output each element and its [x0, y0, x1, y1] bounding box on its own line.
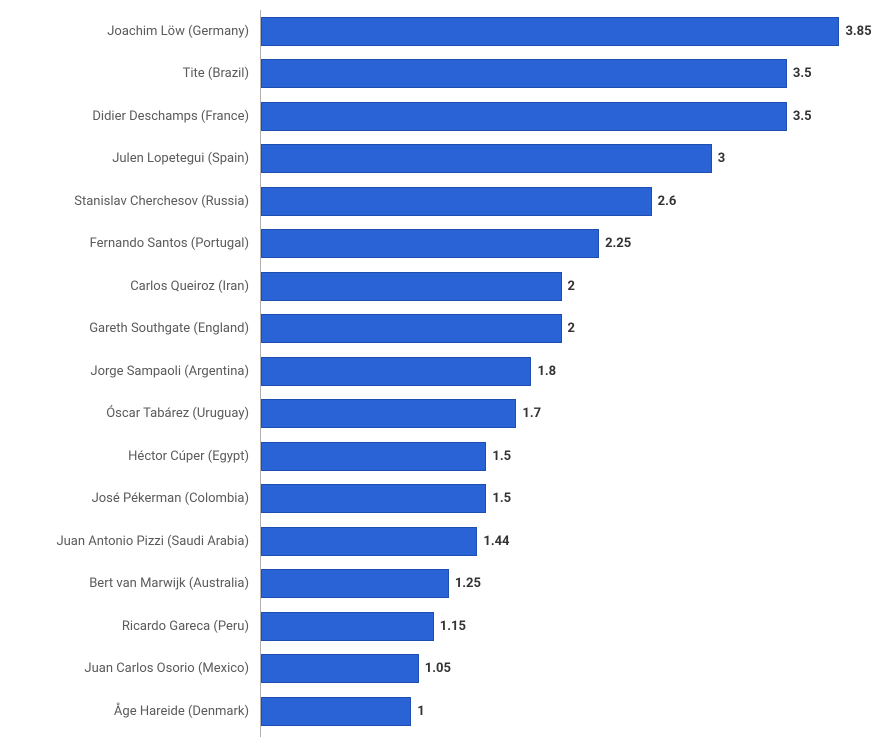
bar-wrap: 2 — [261, 308, 862, 351]
bar-row: Juan Carlos Osorio (Mexico)1.05 — [261, 648, 862, 691]
bar[interactable] — [261, 144, 712, 173]
bar-value: 2.6 — [658, 194, 677, 209]
category-label: Julen Lopetegui (Spain) — [0, 151, 249, 166]
bar[interactable] — [261, 187, 652, 216]
category-label: Jorge Sampaoli (Argentina) — [0, 364, 249, 379]
bar-row: Juan Antonio Pizzi (Saudi Arabia)1.44 — [261, 520, 862, 563]
bar-wrap: 2.25 — [261, 223, 862, 266]
category-label: Carlos Queiroz (Iran) — [0, 279, 249, 294]
category-label: Stanislav Cherchesov (Russia) — [0, 194, 249, 209]
bar-wrap: 1.25 — [261, 563, 862, 606]
category-label: Gareth Southgate (England) — [0, 321, 249, 336]
bar-chart: Joachim Löw (Germany)3.85Tite (Brazil)3.… — [0, 10, 862, 737]
bar-wrap: 3.5 — [261, 53, 862, 96]
bar[interactable] — [261, 59, 787, 88]
bar-wrap: 1.5 — [261, 478, 862, 521]
bar[interactable] — [261, 612, 434, 641]
category-label: Héctor Cúper (Egypt) — [0, 449, 249, 464]
bar-value: 1.44 — [483, 534, 509, 549]
bar-wrap: 2.6 — [261, 180, 862, 223]
bar-value: 3.85 — [845, 24, 871, 39]
bar[interactable] — [261, 697, 411, 726]
bar-value: 3 — [718, 151, 725, 166]
bar-wrap: 1.5 — [261, 435, 862, 478]
category-label: Åge Hareide (Denmark) — [0, 704, 249, 719]
bar[interactable] — [261, 357, 531, 386]
bar-wrap: 3.85 — [261, 10, 862, 53]
bar-wrap: 1.7 — [261, 393, 862, 436]
bar-wrap: 1.05 — [261, 648, 862, 691]
bar-value: 1.05 — [425, 661, 451, 676]
bar[interactable] — [261, 272, 562, 301]
bar-value: 1.8 — [537, 364, 556, 379]
bar-wrap: 3 — [261, 138, 862, 181]
category-label: Bert van Marwijk (Australia) — [0, 576, 249, 591]
category-label: José Pékerman (Colombia) — [0, 491, 249, 506]
bar[interactable] — [261, 102, 787, 131]
bar-value: 2 — [568, 279, 575, 294]
bar-row: Joachim Löw (Germany)3.85 — [261, 10, 862, 53]
bar[interactable] — [261, 314, 562, 343]
category-label: Fernando Santos (Portugal) — [0, 236, 249, 251]
bar-row: Óscar Tabárez (Uruguay)1.7 — [261, 393, 862, 436]
bar-row: Jorge Sampaoli (Argentina)1.8 — [261, 350, 862, 393]
bar-row: Didier Deschamps (France)3.5 — [261, 95, 862, 138]
bar-value: 1.7 — [522, 406, 541, 421]
chart-plot-area: Joachim Löw (Germany)3.85Tite (Brazil)3.… — [260, 10, 862, 737]
bar-value: 3.5 — [793, 66, 812, 81]
bar[interactable] — [261, 399, 516, 428]
category-label: Óscar Tabárez (Uruguay) — [0, 406, 249, 421]
bar-value: 1 — [417, 704, 424, 719]
bar-wrap: 1.8 — [261, 350, 862, 393]
bar-value: 1.5 — [492, 491, 511, 506]
bar-row: Gareth Southgate (England)2 — [261, 308, 862, 351]
bar-row: Julen Lopetegui (Spain)3 — [261, 138, 862, 181]
bar-value: 2.25 — [605, 236, 631, 251]
bar-wrap: 1.44 — [261, 520, 862, 563]
bar-row: José Pékerman (Colombia)1.5 — [261, 478, 862, 521]
bar-row: Åge Hareide (Denmark)1 — [261, 690, 862, 733]
bar-wrap: 3.5 — [261, 95, 862, 138]
category-label: Tite (Brazil) — [0, 66, 249, 81]
bar-row: Ricardo Gareca (Peru)1.15 — [261, 605, 862, 648]
bar[interactable] — [261, 527, 477, 556]
bar-row: Bert van Marwijk (Australia)1.25 — [261, 563, 862, 606]
bar-wrap: 2 — [261, 265, 862, 308]
bar[interactable] — [261, 654, 419, 683]
category-label: Juan Carlos Osorio (Mexico) — [0, 661, 249, 676]
bar-wrap: 1 — [261, 690, 862, 733]
bar-row: Carlos Queiroz (Iran)2 — [261, 265, 862, 308]
bar[interactable] — [261, 569, 449, 598]
category-label: Didier Deschamps (France) — [0, 109, 249, 124]
bar[interactable] — [261, 229, 599, 258]
bar-value: 2 — [568, 321, 575, 336]
bar-wrap: 1.15 — [261, 605, 862, 648]
category-label: Joachim Löw (Germany) — [0, 24, 249, 39]
bar-row: Tite (Brazil)3.5 — [261, 53, 862, 96]
bar-row: Stanislav Cherchesov (Russia)2.6 — [261, 180, 862, 223]
bar-value: 1.25 — [455, 576, 481, 591]
bar-value: 1.15 — [440, 619, 466, 634]
bar[interactable] — [261, 484, 486, 513]
category-label: Ricardo Gareca (Peru) — [0, 619, 249, 634]
category-label: Juan Antonio Pizzi (Saudi Arabia) — [0, 534, 249, 549]
bar-row: Fernando Santos (Portugal)2.25 — [261, 223, 862, 266]
bar-row: Héctor Cúper (Egypt)1.5 — [261, 435, 862, 478]
bar-value: 1.5 — [492, 449, 511, 464]
bar-value: 3.5 — [793, 109, 812, 124]
bar[interactable] — [261, 442, 486, 471]
bar[interactable] — [261, 17, 839, 46]
